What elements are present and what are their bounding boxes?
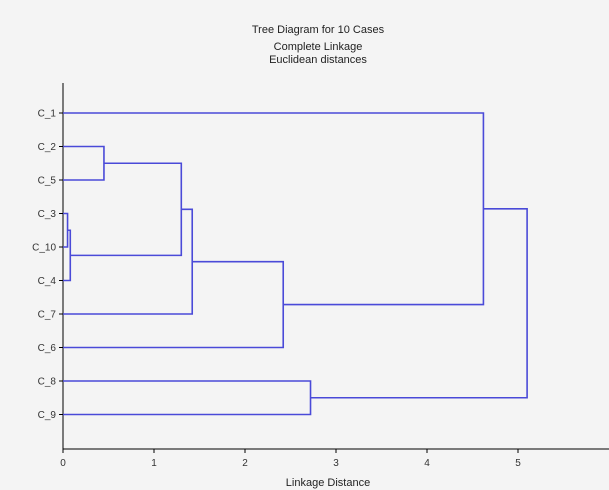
x-tick-label: 0 [60,458,66,469]
x-axis-label: Linkage Distance [286,477,370,489]
leaf-label: C_9 [38,410,57,421]
leaf-label: C_3 [38,209,57,220]
chart-title: Tree Diagram for 10 Cases [252,24,385,36]
x-tick-label: 5 [515,458,521,469]
chart-background [8,8,609,490]
x-tick-label: 1 [151,458,157,469]
leaf-label: C_1 [38,109,57,120]
x-tick-label: 2 [242,458,248,469]
leaf-labels-layer: C_1 C_2 C_5 C_3 C_10 C_4 C_7 C_6 C_8 C_9 [32,109,63,421]
leaf-label: C_2 [38,142,57,153]
leaf-label: C_7 [38,310,57,321]
x-tick-label: 4 [424,458,430,469]
dendrogram-links-layer [63,112,528,416]
axis-ticks-layer: 0 1 2 3 4 5 [60,449,521,469]
leaf-label: C_5 [38,176,57,187]
dendrogram-link [310,207,528,399]
leaf-label: C_8 [38,377,57,388]
leaf-label: C_4 [38,276,57,287]
chart-subtitle-1: Complete Linkage [274,41,363,53]
x-tick-label: 3 [333,458,339,469]
chart-subtitle-2: Euclidean distances [269,54,367,66]
leaf-label: C_10 [32,243,56,254]
leaf-label: C_6 [38,343,57,354]
